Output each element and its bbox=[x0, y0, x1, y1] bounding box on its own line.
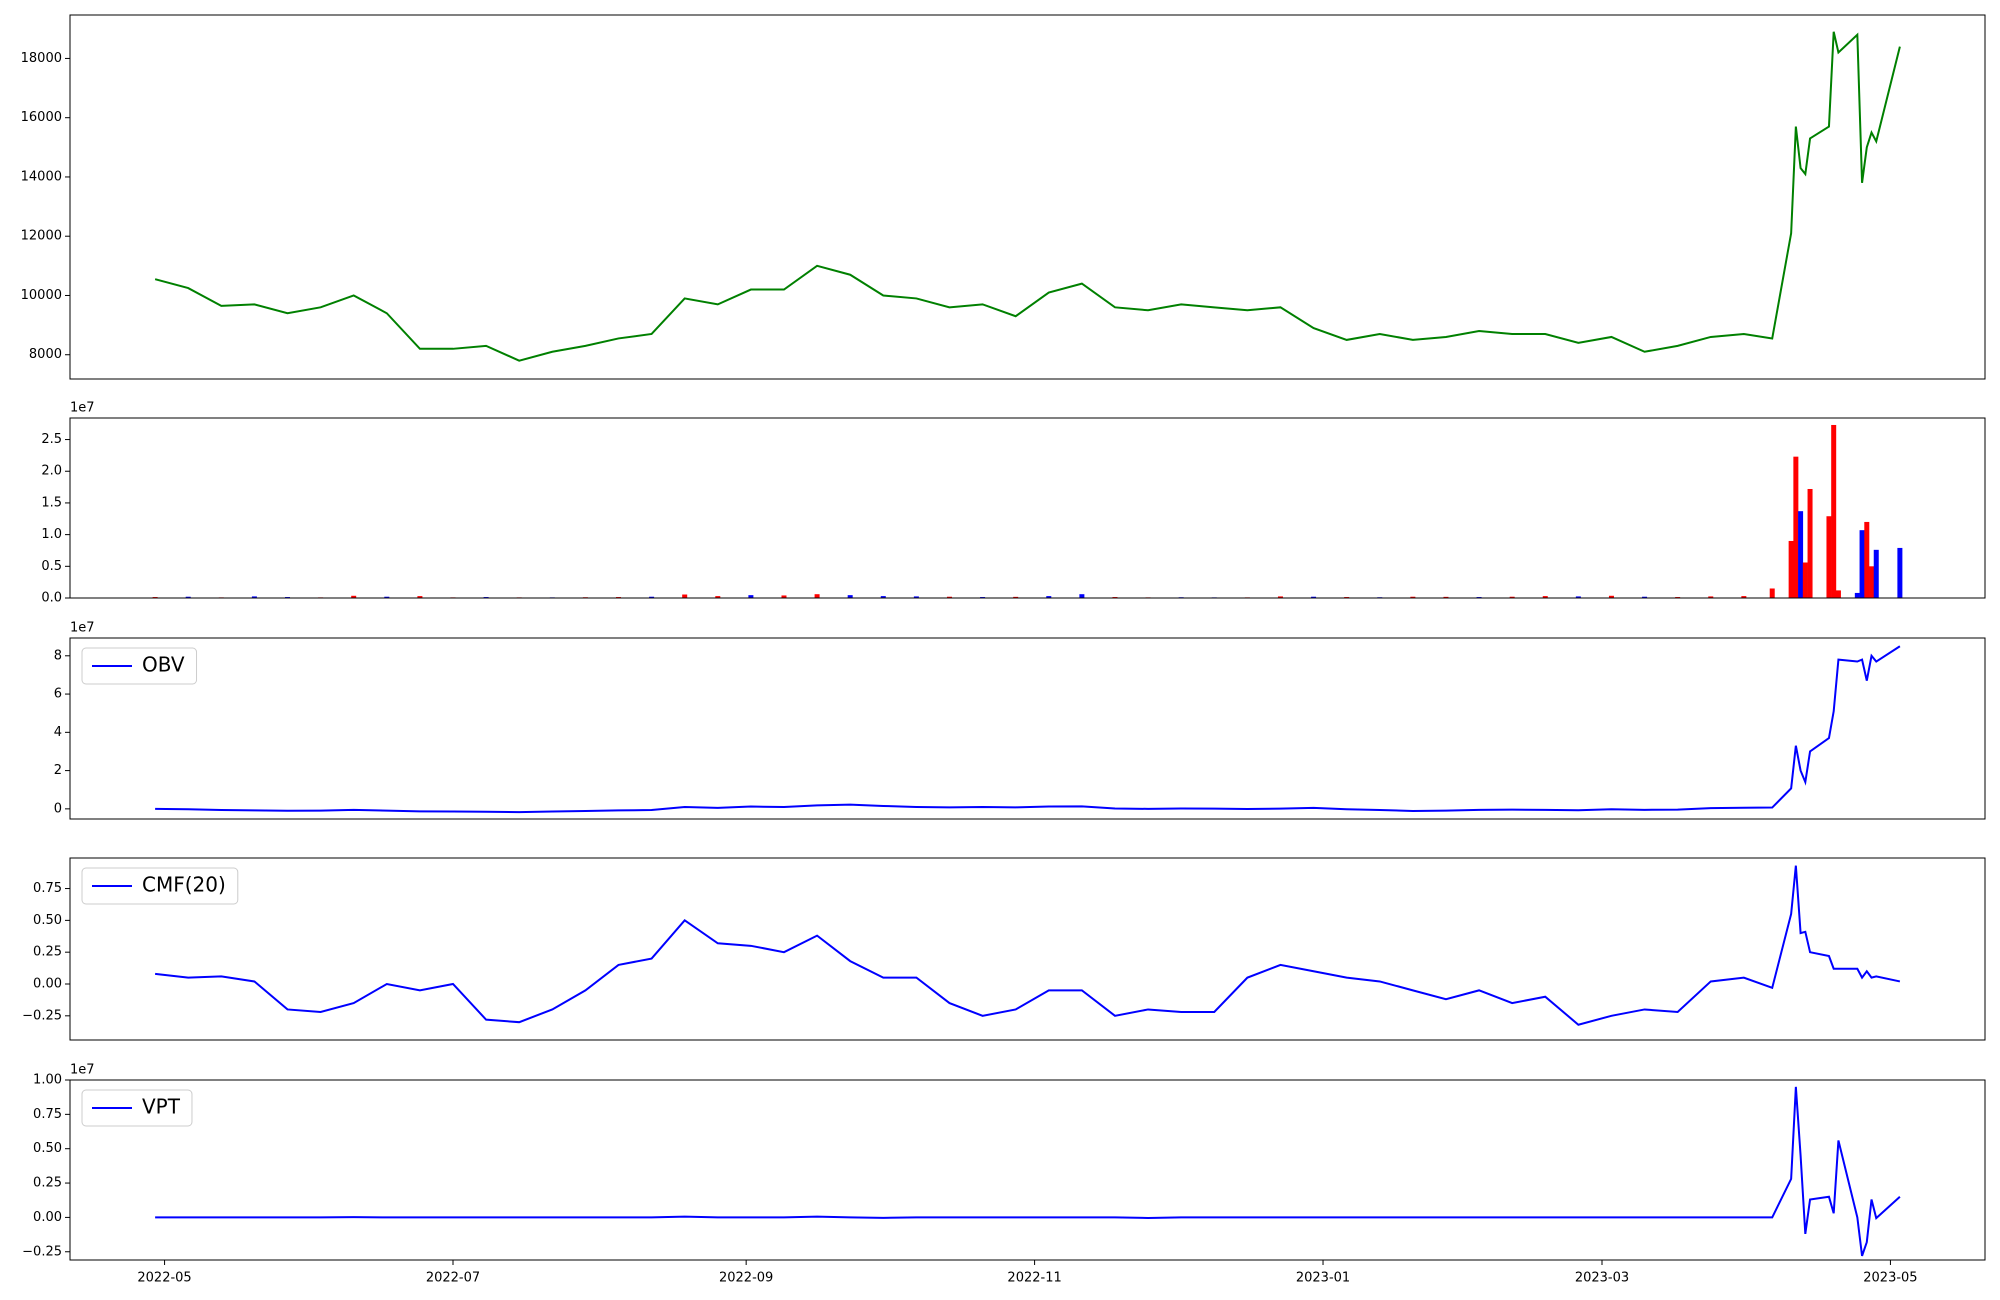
indicator-line bbox=[155, 645, 1901, 814]
legend-label: VPT bbox=[142, 1095, 181, 1119]
volume-bar bbox=[814, 594, 820, 598]
volume-bar bbox=[1277, 596, 1283, 598]
y-tick-label: 2 bbox=[54, 763, 62, 778]
y-tick-label: 2.5 bbox=[41, 432, 62, 447]
volume-bar bbox=[913, 596, 919, 598]
volume-bar bbox=[185, 596, 191, 598]
y-tick-label: −0.25 bbox=[22, 1008, 62, 1023]
volume-bar bbox=[1802, 562, 1808, 598]
volume-bar bbox=[1079, 594, 1085, 598]
volume-bar bbox=[351, 595, 357, 598]
legend-box bbox=[81, 647, 198, 685]
volume-bar bbox=[1443, 596, 1449, 598]
volume-bar bbox=[1864, 521, 1870, 598]
x-tick-label: 2022-11 bbox=[1007, 1271, 1061, 1286]
volume-bar bbox=[1741, 596, 1747, 598]
volume-bar bbox=[748, 595, 754, 598]
volume-bar bbox=[1575, 596, 1581, 598]
y-tick-label: 0 bbox=[54, 801, 62, 816]
y-tick-label: 0.50 bbox=[33, 913, 62, 928]
y-tick-label: 0.25 bbox=[33, 1176, 62, 1191]
volume-bar bbox=[1793, 456, 1799, 598]
y-tick-label: 0.00 bbox=[33, 977, 62, 992]
volume-bar bbox=[880, 596, 886, 598]
volume-bar bbox=[1410, 596, 1416, 598]
volume-bar bbox=[1311, 596, 1317, 598]
y-tick-label: 16000 bbox=[21, 110, 62, 125]
volume-bar bbox=[1897, 547, 1903, 598]
volume-bar bbox=[1831, 424, 1837, 598]
volume-bar bbox=[1013, 596, 1019, 598]
volume-bar bbox=[682, 594, 688, 598]
volume-bar bbox=[1826, 516, 1832, 598]
y-tick-label: 12000 bbox=[21, 229, 62, 244]
indicator-line bbox=[154, 865, 1901, 1026]
legend-label: CMF(20) bbox=[142, 873, 226, 897]
axes-frame bbox=[69, 857, 1986, 1041]
volume-bar bbox=[1046, 596, 1052, 598]
y-tick-label: 0.5 bbox=[41, 559, 62, 574]
legend-box bbox=[81, 1089, 193, 1127]
axes-frame bbox=[69, 637, 1986, 820]
y-tick-label: 6 bbox=[54, 687, 62, 702]
volume-bar bbox=[417, 596, 423, 598]
y-tick-label: 1.0 bbox=[41, 527, 62, 542]
y-tick-label: 0.00 bbox=[33, 1210, 62, 1225]
x-tick-label: 2023-05 bbox=[1863, 1271, 1917, 1286]
indicator-line bbox=[155, 1086, 1901, 1257]
volume-bar bbox=[781, 595, 787, 598]
volume-bar bbox=[649, 596, 655, 598]
x-tick-label: 2022-05 bbox=[137, 1271, 191, 1286]
x-tick-label: 2022-09 bbox=[719, 1271, 773, 1286]
y-tick-label: 0.0 bbox=[41, 591, 62, 606]
y-tick-label: 0.25 bbox=[33, 945, 62, 960]
volume-bar bbox=[1708, 596, 1714, 598]
y-tick-label: 4 bbox=[54, 725, 62, 740]
volume-bar bbox=[1835, 590, 1841, 598]
volume-bar bbox=[1869, 566, 1875, 598]
axes-frame bbox=[69, 1079, 1986, 1261]
axes-frame bbox=[69, 417, 1986, 599]
offset-text: 1e7 bbox=[70, 1063, 95, 1078]
y-tick-label: 1.5 bbox=[41, 495, 62, 510]
volume-bar bbox=[1769, 588, 1775, 598]
legend-label: OBV bbox=[142, 653, 185, 677]
y-tick-label: 18000 bbox=[21, 51, 62, 66]
y-tick-label: 0.75 bbox=[33, 881, 62, 896]
volume-bar bbox=[1509, 596, 1515, 598]
volume-bar bbox=[946, 596, 952, 598]
y-tick-label: 8000 bbox=[29, 347, 62, 362]
legend-box bbox=[81, 867, 239, 905]
price-line bbox=[154, 31, 1901, 362]
volume-bar bbox=[1788, 540, 1794, 598]
volume-bar bbox=[1854, 592, 1860, 598]
volume-bar bbox=[1542, 596, 1548, 598]
y-tick-label: 8 bbox=[54, 648, 62, 663]
y-tick-label: −0.25 bbox=[22, 1244, 62, 1259]
y-tick-label: 0.50 bbox=[33, 1141, 62, 1156]
y-tick-label: 2.0 bbox=[41, 464, 62, 479]
volume-bar bbox=[251, 596, 257, 598]
y-tick-label: 0.75 bbox=[33, 1107, 62, 1122]
volume-bar bbox=[1642, 596, 1648, 598]
volume-bar bbox=[1873, 549, 1879, 598]
volume-bar bbox=[1807, 488, 1813, 598]
volume-bar bbox=[1859, 530, 1865, 598]
volume-bar bbox=[715, 596, 721, 598]
volume-bar bbox=[384, 596, 390, 598]
x-tick-label: 2023-01 bbox=[1296, 1271, 1350, 1286]
offset-text: 1e7 bbox=[70, 621, 95, 636]
volume-bar bbox=[1608, 595, 1614, 598]
y-tick-label: 1.00 bbox=[33, 1073, 62, 1088]
x-tick-label: 2022-07 bbox=[426, 1271, 480, 1286]
axes-frame bbox=[69, 14, 1986, 380]
y-tick-label: 10000 bbox=[21, 288, 62, 303]
offset-text: 1e7 bbox=[70, 401, 95, 416]
volume-bar bbox=[1798, 511, 1804, 598]
y-tick-label: 14000 bbox=[21, 169, 62, 184]
volume-bar bbox=[847, 595, 853, 598]
x-tick-label: 2023-03 bbox=[1575, 1271, 1629, 1286]
